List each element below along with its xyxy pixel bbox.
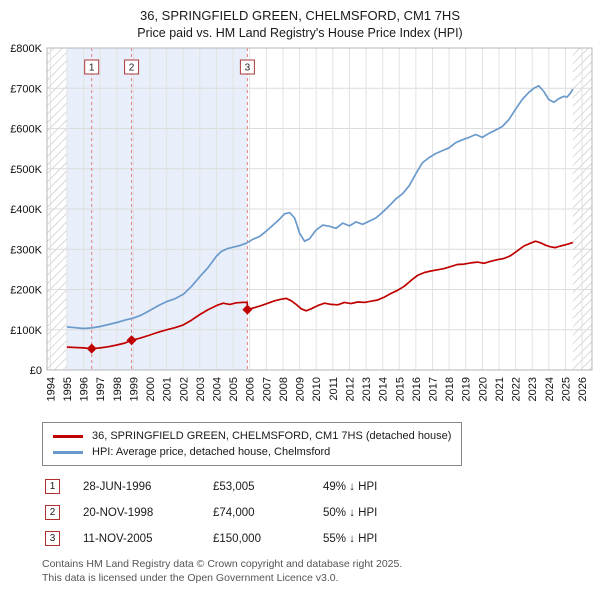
transaction-date: 28-JUN-1996 [83,480,152,493]
y-axis-label: £300K [10,244,42,256]
transactions-table: 1 28-JUN-1996 £53,005 49% ↓ HPI 2 20-NOV… [45,479,600,546]
x-axis-label: 2002 [178,377,190,401]
sale-marker [86,343,97,354]
legend-item-hpi: HPI: Average price, detached house, Chel… [53,444,451,460]
footer-line-2: This data is licensed under the Open Gov… [42,572,339,585]
hpi-line [66,84,574,330]
legend-label-property: 36, SPRINGFIELD GREEN, CHELMSFORD, CM1 7… [92,430,452,442]
transaction-number-badge: 3 [45,531,60,546]
price-history-chart: £0 £100K £200K £300K £400K £500K £600K £700K £80… [10,43,593,401]
transaction-hpi-diff: 50% ↓ HPI [323,506,378,519]
page-subtitle: Price paid vs. HM Land Registry's House … [137,26,463,40]
x-axis-label: 2023 [527,377,539,401]
property-line-swatch [53,434,83,438]
y-axis-label: £600K [10,124,42,136]
property-price-line [66,240,574,350]
sale-number-box [239,59,255,75]
x-axis-label: 2012 [344,377,356,401]
transaction-number-badge: 1 [45,479,60,494]
x-axis-label: 2018 [444,377,456,401]
x-axis-label: 2020 [477,377,489,401]
x-axis-label: 2024 [544,377,556,401]
legend-label-hpi: HPI: Average price, detached house, Chel… [92,446,331,458]
transaction-row: 1 28-JUN-1996 £53,005 49% ↓ HPI [45,479,600,494]
x-axis-label: 2001 [162,377,174,401]
hpi-line-swatch [53,450,83,454]
y-axis-label: £700K [10,83,42,95]
x-axis-label: 2017 [427,377,439,401]
x-axis-label: 2022 [511,377,523,401]
x-axis-label: 2011 [328,377,340,401]
x-axis-label: 2010 [311,377,323,401]
x-axis-label: 1998 [112,377,124,401]
sale-marker [126,335,137,346]
page: 36, SPRINGFIELD GREEN, CHELMSFORD, CM1 7… [0,8,600,585]
y-axis-label: £0 [30,365,42,377]
x-axis-label: 1994 [45,377,57,401]
x-axis-label: 2026 [577,377,589,401]
page-title: 36, SPRINGFIELD GREEN, CHELMSFORD, CM1 7… [139,8,460,23]
x-axis-label: 2014 [378,377,390,401]
x-axis-label: 2015 [394,377,406,401]
plot-border [46,47,593,371]
x-axis-label: 1996 [79,377,91,401]
transaction-price: £53,005 [213,480,255,493]
transaction-row: 3 11-NOV-2005 £150,000 55% ↓ HPI [45,531,600,546]
chart-legend: 36, SPRINGFIELD GREEN, CHELMSFORD, CM1 7… [42,422,463,466]
transaction-hpi-diff: 55% ↓ HPI [323,532,378,545]
x-axis-label: 2004 [211,377,223,401]
transaction-date: 20-NOV-1998 [83,506,154,519]
x-axis-label: 2025 [560,377,572,401]
transaction-row: 2 20-NOV-1998 £74,000 50% ↓ HPI [45,505,600,520]
x-axis-label: 2005 [228,377,240,401]
x-axis-label: 2003 [195,377,207,401]
transaction-price: £74,000 [213,506,255,519]
y-axis-label: £200K [10,285,42,297]
x-axis-label: 2019 [461,377,473,401]
footer-line-1: Contains HM Land Registry data © Crown c… [42,558,403,570]
sale-number-text: 2 [129,63,135,74]
sale-number-box [84,59,100,75]
y-axis-label: £800K [10,43,42,55]
x-axis-label: 1999 [128,377,140,401]
x-axis-label: 2008 [278,377,290,401]
sale-number-box [124,59,140,75]
transaction-hpi-diff: 49% ↓ HPI [323,480,378,493]
x-axis-label: 2021 [494,377,506,401]
x-axis-label: 2013 [361,377,373,401]
legend-item-property: 36, SPRINGFIELD GREEN, CHELMSFORD, CM1 7… [53,428,451,444]
x-axis-label: 2000 [145,377,157,401]
sale-number-text: 3 [245,63,251,74]
transaction-price: £150,000 [213,532,261,545]
transaction-number-badge: 2 [45,505,60,520]
x-axis-label: 2006 [245,377,257,401]
x-axis-label: 2007 [261,377,273,401]
license-footer: Contains HM Land Registry data © Crown c… [42,557,600,585]
x-axis-label: 1997 [95,377,107,401]
sale-number-text: 1 [89,63,95,74]
x-axis-label: 2009 [295,377,307,401]
x-axis-label: 1995 [62,377,74,401]
y-axis-label: £500K [10,164,42,176]
transaction-date: 11-NOV-2005 [83,532,153,545]
x-axis-label: 2016 [411,377,423,401]
sale-marker [242,304,253,315]
y-axis-label: £400K [10,204,42,216]
y-axis-label: £100K [10,325,42,337]
